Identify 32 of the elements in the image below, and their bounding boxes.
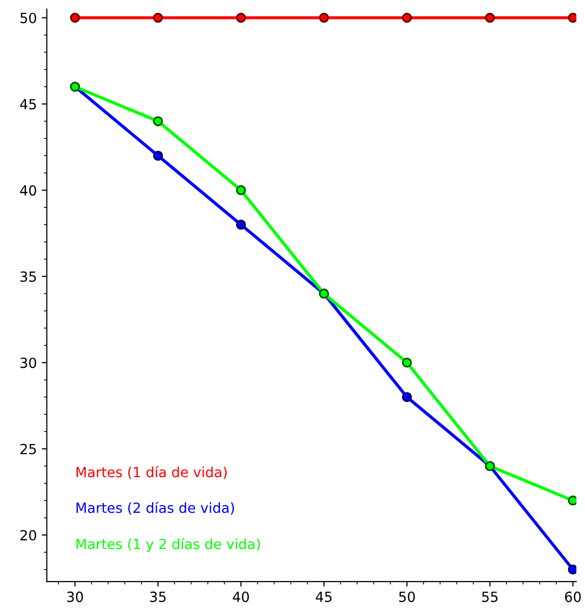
x-tick-label: 30 xyxy=(67,592,83,602)
x-tick-label: 40 xyxy=(232,592,249,602)
point xyxy=(236,12,246,23)
point xyxy=(318,12,329,23)
x-tick-label: 55 xyxy=(482,592,498,602)
point xyxy=(402,358,412,368)
y-tick-label: 20 xyxy=(20,530,36,541)
y-tick-label: 25 xyxy=(20,444,36,454)
text: Martes (1 y 2 días de vida) xyxy=(76,538,260,552)
point xyxy=(402,12,412,23)
point xyxy=(152,150,163,161)
point xyxy=(568,12,576,23)
point xyxy=(402,392,412,402)
y-tick-label: 45 xyxy=(20,99,36,110)
point xyxy=(152,12,163,23)
x-tick-label: 50 xyxy=(399,592,415,602)
text: Martes (1 día de vida) xyxy=(76,466,227,479)
y-tick-label: 50 xyxy=(20,12,36,24)
point xyxy=(568,564,576,575)
point xyxy=(70,12,80,23)
y-tick-label: 40 xyxy=(20,185,36,196)
text: Martes (2 días de vida) xyxy=(76,502,234,515)
x-tick-label: 45 xyxy=(316,592,332,602)
x-tick-label: 35 xyxy=(150,592,166,602)
point xyxy=(568,496,576,506)
point xyxy=(236,220,246,230)
y-tick-label: 35 xyxy=(20,271,36,282)
point xyxy=(236,185,246,196)
y-tick-label: 30 xyxy=(20,358,36,368)
point xyxy=(484,12,495,23)
point xyxy=(152,116,163,126)
x-tick-label: 60 xyxy=(565,592,581,602)
